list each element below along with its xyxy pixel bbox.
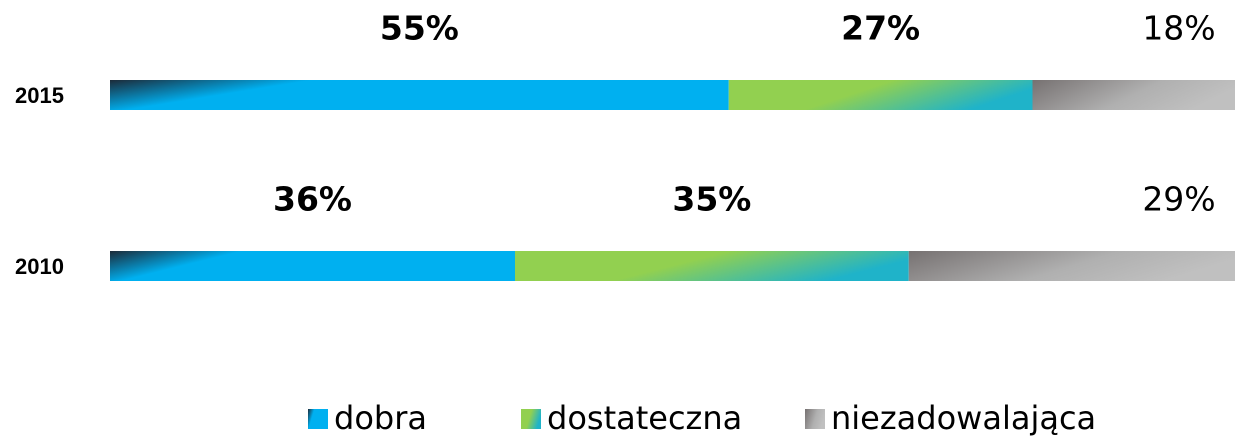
value-label: 29%	[1142, 180, 1215, 219]
legend-swatch	[308, 409, 328, 429]
bar-segment	[908, 251, 1235, 281]
legend-label: dobra	[334, 399, 427, 437]
legend-label: dostateczna	[547, 399, 742, 437]
value-label: 36%	[273, 180, 352, 219]
legend-swatch	[521, 409, 541, 429]
bar-segment	[515, 251, 909, 281]
bar-segment	[728, 80, 1033, 110]
category-label: 2010	[15, 254, 64, 279]
value-label: 27%	[841, 9, 920, 48]
bar-segment	[110, 80, 729, 110]
bar-segment	[1032, 80, 1235, 110]
legend-label: niezadowalająca	[831, 399, 1096, 437]
bar-segment	[110, 251, 515, 281]
legend-swatch	[805, 409, 825, 429]
category-label: 2015	[15, 83, 64, 108]
value-label: 35%	[672, 180, 751, 219]
value-label: 18%	[1142, 9, 1215, 48]
value-label: 55%	[380, 9, 459, 48]
